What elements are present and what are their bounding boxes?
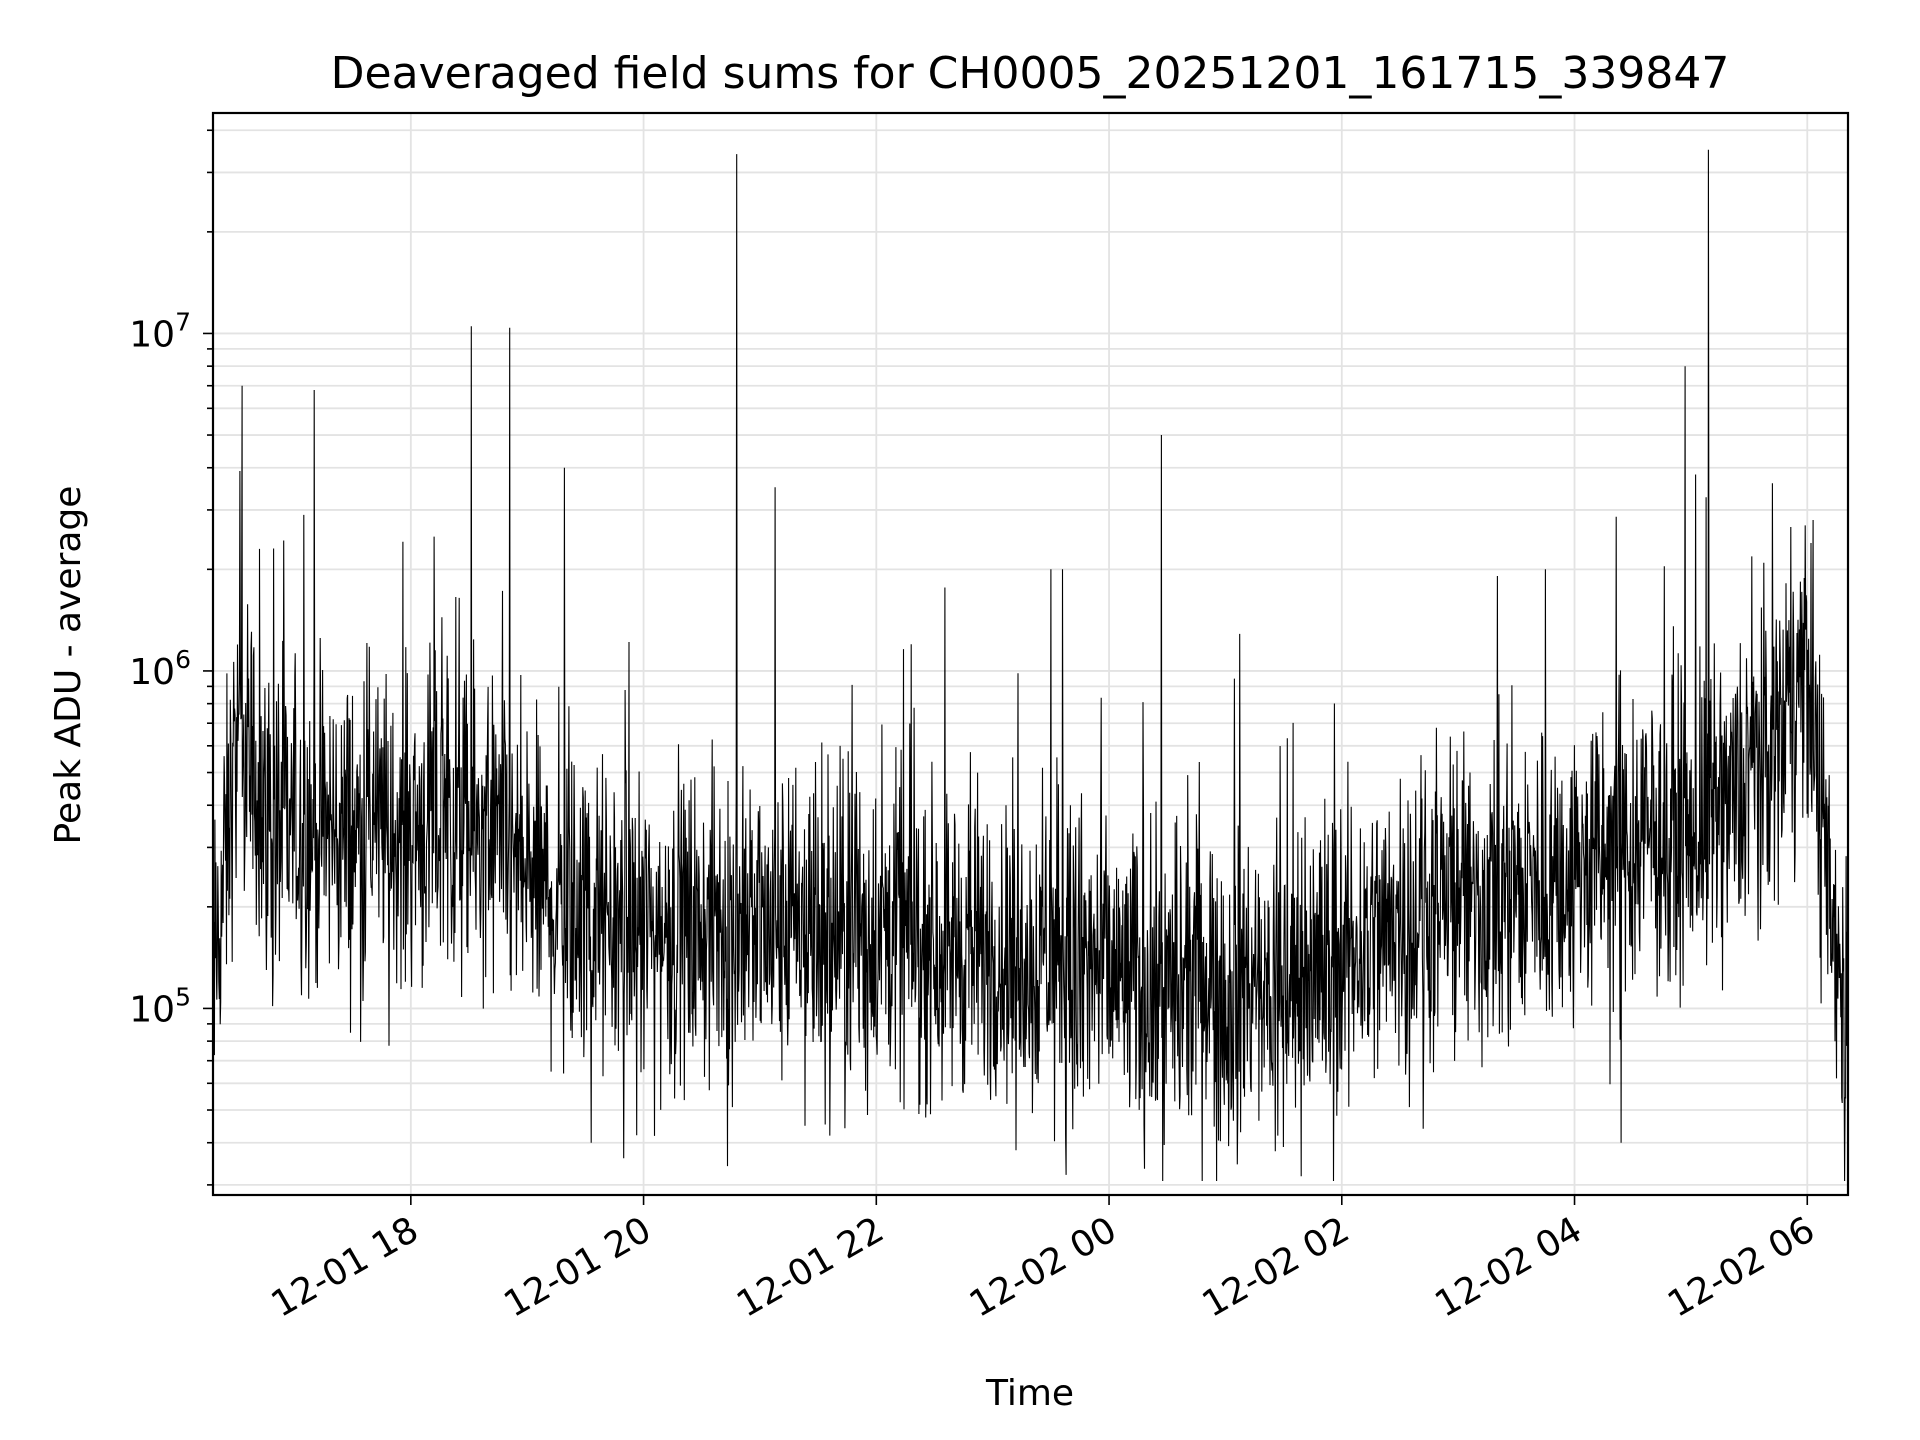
y-axis-label: Peak ADU - average	[48, 486, 89, 845]
x-tick-label: 12-02 00	[963, 1209, 1124, 1325]
chart-title: Deaveraged field sums for CH0005_2025120…	[331, 48, 1730, 99]
grid	[213, 113, 1848, 1195]
x-tick-label: 12-02 06	[1661, 1209, 1822, 1325]
y-tick-label: 106	[129, 645, 191, 693]
x-tick-label: 12-01 22	[730, 1209, 891, 1325]
x-tick-label: 12-02 02	[1196, 1209, 1357, 1325]
series-line	[212, 149, 1849, 1182]
x-tick-label: 12-01 18	[265, 1209, 426, 1325]
y-tick-label: 107	[129, 307, 191, 355]
x-axis: 12-01 18 12-01 20 12-01 22 12-02 00 12-02 02…	[265, 1195, 1822, 1326]
x-tick-label: 12-01 20	[497, 1209, 658, 1325]
plot-area	[212, 149, 1849, 1182]
x-axis-label: Time	[985, 1373, 1074, 1414]
x-tick-label: 12-02 04	[1428, 1209, 1589, 1325]
axes-frame	[211, 111, 1850, 1197]
y-tick-label: 105	[129, 982, 191, 1030]
y-axis: 105 106 107	[129, 129, 213, 1186]
